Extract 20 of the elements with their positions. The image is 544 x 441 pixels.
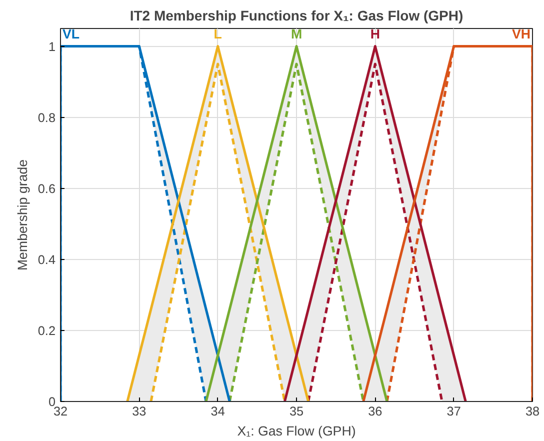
series-label: M bbox=[290, 26, 302, 42]
x-tick-label: 33 bbox=[132, 404, 146, 418]
x-tick-label: 32 bbox=[53, 404, 68, 418]
y-tick-label: 0.8 bbox=[38, 110, 56, 125]
series-label: H bbox=[370, 26, 380, 42]
chart-title: IT2 Membership Functions for X₁: Gas Flow (GPH) bbox=[130, 8, 464, 24]
series-label: L bbox=[214, 26, 222, 42]
x-tick-label: 35 bbox=[289, 404, 304, 418]
y-tick-label: 0.4 bbox=[38, 252, 56, 267]
x-axis-title: X₁: Gas Flow (GPH) bbox=[237, 424, 356, 438]
y-axis-title: Membership grade bbox=[14, 159, 30, 271]
x-tick-label: 36 bbox=[368, 404, 382, 418]
series-label: VL bbox=[62, 26, 80, 42]
x-tick-label: 38 bbox=[525, 404, 540, 418]
x-tick-label: 34 bbox=[210, 404, 225, 418]
y-tick-label: 0.2 bbox=[38, 324, 56, 338]
y-tick-label: 0.6 bbox=[38, 182, 56, 196]
y-tick-label: 1 bbox=[48, 40, 56, 54]
x-tick-label: 37 bbox=[446, 404, 461, 418]
series-label: VH bbox=[512, 26, 530, 42]
